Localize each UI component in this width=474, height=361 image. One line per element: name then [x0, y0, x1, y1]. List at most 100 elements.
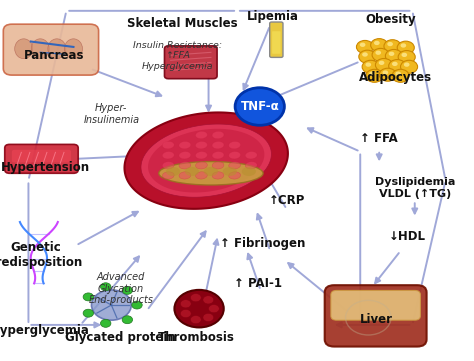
- FancyBboxPatch shape: [12, 150, 71, 162]
- Ellipse shape: [229, 162, 240, 169]
- Circle shape: [359, 50, 376, 63]
- Ellipse shape: [196, 152, 207, 159]
- Text: Hypertension: Hypertension: [0, 161, 90, 174]
- Circle shape: [375, 58, 392, 71]
- Ellipse shape: [212, 172, 224, 179]
- Text: Lipemia: Lipemia: [246, 10, 299, 23]
- Text: Thrombosis: Thrombosis: [158, 331, 235, 344]
- Ellipse shape: [212, 162, 224, 169]
- Circle shape: [366, 69, 383, 82]
- Text: Skeletal Muscles: Skeletal Muscles: [127, 17, 238, 30]
- Circle shape: [83, 309, 93, 317]
- Circle shape: [100, 319, 111, 327]
- Circle shape: [100, 283, 111, 291]
- Text: ↑ Fibrinogen: ↑ Fibrinogen: [220, 237, 306, 250]
- Circle shape: [122, 316, 133, 324]
- Ellipse shape: [179, 152, 191, 159]
- Ellipse shape: [163, 142, 174, 149]
- Polygon shape: [141, 124, 272, 197]
- Ellipse shape: [64, 39, 82, 58]
- Circle shape: [372, 48, 389, 61]
- Ellipse shape: [15, 39, 33, 58]
- Circle shape: [209, 305, 219, 313]
- Circle shape: [362, 52, 368, 57]
- Text: Pancreas: Pancreas: [24, 49, 85, 62]
- Text: ↑ FFA: ↑ FFA: [360, 132, 398, 145]
- Text: Hyper-
Insulinemia: Hyper- Insulinemia: [83, 103, 139, 125]
- Ellipse shape: [229, 142, 240, 149]
- Circle shape: [83, 293, 93, 301]
- Circle shape: [374, 41, 380, 45]
- Circle shape: [360, 43, 365, 47]
- Text: Hyperglycemia: Hyperglycemia: [0, 324, 90, 337]
- Text: Liver: Liver: [360, 313, 393, 326]
- Text: Advanced
Glycation
End-products: Advanced Glycation End-products: [88, 272, 154, 305]
- FancyBboxPatch shape: [331, 290, 420, 320]
- Ellipse shape: [246, 152, 257, 159]
- Text: Obesity: Obesity: [366, 13, 416, 26]
- Circle shape: [398, 51, 415, 64]
- Ellipse shape: [223, 167, 237, 176]
- Circle shape: [395, 71, 401, 76]
- Circle shape: [375, 51, 381, 55]
- Circle shape: [384, 40, 401, 53]
- Ellipse shape: [212, 142, 224, 149]
- Circle shape: [203, 296, 214, 304]
- Circle shape: [387, 42, 393, 46]
- Circle shape: [203, 313, 214, 322]
- Text: Dyslipidemia
VLDL (↑TG): Dyslipidemia VLDL (↑TG): [374, 177, 455, 199]
- Polygon shape: [125, 113, 288, 209]
- Ellipse shape: [179, 162, 191, 169]
- Circle shape: [365, 62, 371, 67]
- Ellipse shape: [196, 131, 207, 139]
- Circle shape: [235, 88, 284, 125]
- Ellipse shape: [31, 39, 49, 58]
- Circle shape: [401, 53, 407, 57]
- Circle shape: [379, 68, 396, 81]
- Text: TNF-α: TNF-α: [240, 100, 279, 113]
- FancyBboxPatch shape: [270, 22, 283, 57]
- Text: Adipocytes: Adipocytes: [359, 71, 432, 84]
- Circle shape: [383, 70, 388, 75]
- Ellipse shape: [242, 167, 256, 176]
- FancyBboxPatch shape: [272, 31, 281, 54]
- Circle shape: [191, 316, 201, 324]
- Circle shape: [122, 286, 133, 294]
- Circle shape: [180, 300, 191, 308]
- Circle shape: [401, 43, 406, 48]
- Circle shape: [385, 49, 402, 62]
- Ellipse shape: [229, 152, 240, 159]
- Circle shape: [389, 52, 394, 56]
- Text: ↑CRP: ↑CRP: [269, 194, 305, 207]
- Ellipse shape: [163, 152, 174, 159]
- Circle shape: [392, 69, 409, 82]
- Circle shape: [389, 60, 406, 73]
- Circle shape: [180, 309, 191, 318]
- Circle shape: [392, 62, 398, 66]
- Ellipse shape: [246, 162, 257, 169]
- Text: Glycated protein: Glycated protein: [65, 331, 176, 344]
- Ellipse shape: [163, 172, 174, 179]
- Circle shape: [356, 40, 374, 53]
- Ellipse shape: [48, 39, 66, 58]
- Circle shape: [379, 61, 384, 65]
- Ellipse shape: [212, 131, 224, 139]
- Circle shape: [191, 293, 201, 302]
- Ellipse shape: [196, 162, 207, 169]
- Circle shape: [132, 301, 142, 309]
- Text: Genetic
Predisposition: Genetic Predisposition: [0, 240, 83, 269]
- Ellipse shape: [229, 172, 240, 179]
- Circle shape: [369, 71, 375, 76]
- FancyBboxPatch shape: [3, 24, 99, 75]
- FancyBboxPatch shape: [5, 144, 78, 173]
- Ellipse shape: [196, 172, 207, 179]
- Text: Insulin Resistance:
↑FFA
Hyperglycemia: Insulin Resistance: ↑FFA Hyperglycemia: [133, 41, 222, 71]
- Ellipse shape: [163, 162, 174, 169]
- Ellipse shape: [185, 167, 199, 176]
- Circle shape: [174, 290, 224, 327]
- Ellipse shape: [179, 142, 191, 149]
- Ellipse shape: [196, 142, 207, 149]
- Ellipse shape: [212, 152, 224, 159]
- Ellipse shape: [159, 162, 263, 185]
- Ellipse shape: [166, 167, 180, 176]
